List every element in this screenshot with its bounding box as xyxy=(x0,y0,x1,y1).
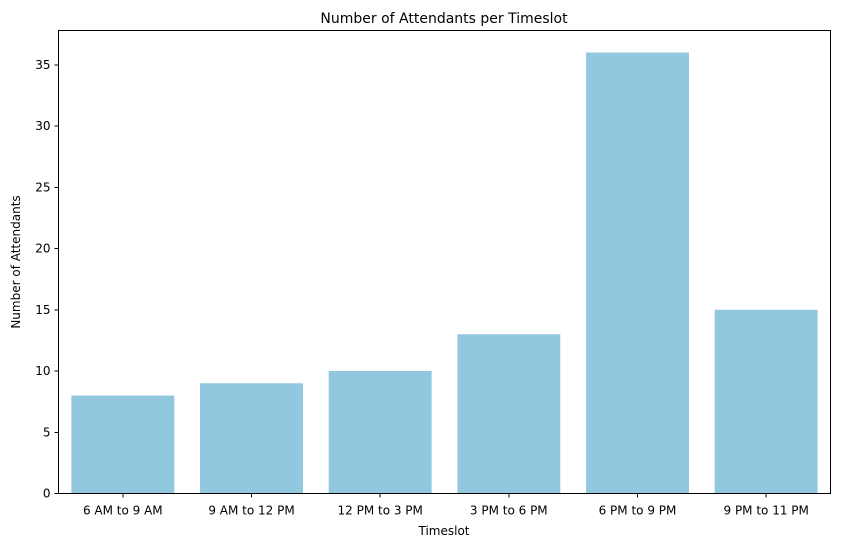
bars-group xyxy=(71,52,818,494)
y-tick-label-3: 15 xyxy=(35,303,50,317)
y-axis: 0 5 10 15 20 25 30 35 xyxy=(35,58,59,501)
bar-2 xyxy=(328,371,432,494)
y-tick-label-1: 5 xyxy=(43,425,51,439)
y-tick-label-6: 30 xyxy=(35,119,50,133)
plot-frame xyxy=(58,30,831,494)
x-tick-label-5: 9 PM to 11 PM xyxy=(724,504,809,518)
y-tick-label-7: 35 xyxy=(35,58,50,72)
bar-5 xyxy=(714,309,818,494)
bar-4 xyxy=(586,52,689,494)
x-axis: 6 AM to 9 AM 9 AM to 12 PM 12 PM to 3 PM 3 … xyxy=(83,493,809,518)
y-tick-label-4: 20 xyxy=(35,242,50,256)
x-tick-label-4: 6 PM to 9 PM xyxy=(599,504,677,518)
bar-1 xyxy=(200,383,303,494)
x-axis-label: Timeslot xyxy=(418,524,470,538)
x-tick-label-2: 12 PM to 3 PM xyxy=(338,504,423,518)
x-tick-label-0: 6 AM to 9 AM xyxy=(83,504,163,518)
x-tick-label-3: 3 PM to 6 PM xyxy=(470,504,548,518)
y-tick-label-5: 25 xyxy=(35,180,50,194)
y-axis-label: Number of Attendants xyxy=(9,195,23,328)
bar-0 xyxy=(71,395,175,494)
bar-3 xyxy=(457,334,561,494)
y-tick-label-2: 10 xyxy=(35,364,50,378)
chart-title: Number of Attendants per Timeslot xyxy=(320,11,568,27)
y-tick-label-0: 0 xyxy=(43,487,51,501)
x-tick-label-1: 9 AM to 12 PM xyxy=(208,504,294,518)
